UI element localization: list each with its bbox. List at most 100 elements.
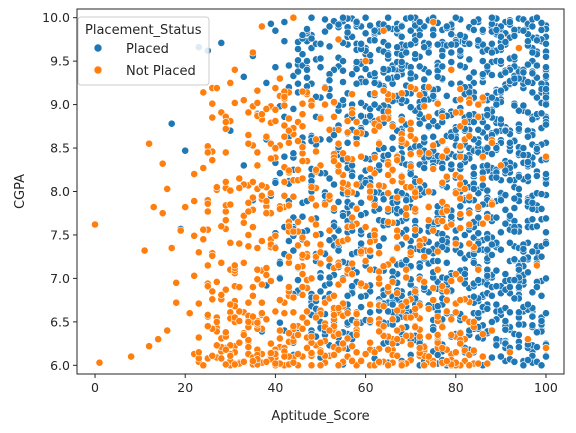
point-not-placed [443,308,450,315]
point-not-placed [425,305,432,312]
point-placed [272,179,279,186]
point-placed [335,198,342,205]
point-placed [362,118,369,125]
point-not-placed [254,87,261,94]
point-not-placed [385,108,392,115]
point-placed [529,216,536,223]
point-not-placed [353,349,360,356]
point-not-placed [425,188,432,195]
point-placed [533,145,540,152]
point-not-placed [533,262,540,269]
point-not-placed [272,308,279,315]
point-placed [317,288,324,295]
point-not-placed [403,211,410,218]
point-not-placed [385,205,392,212]
point-not-placed [403,332,410,339]
point-placed [358,293,365,300]
point-placed [506,309,513,316]
point-placed [398,23,405,30]
point-placed [533,62,540,69]
point-not-placed [430,284,437,291]
point-not-placed [407,249,414,256]
point-not-placed [240,331,247,338]
point-placed [475,230,482,237]
point-placed [466,40,473,47]
point-not-placed [245,243,252,250]
point-placed [326,43,333,50]
point-not-placed [186,310,193,317]
point-placed [542,275,549,282]
point-not-placed [285,115,292,122]
legend-marker [94,44,102,52]
point-not-placed [439,153,446,160]
point-placed [506,177,513,184]
point-not-placed [209,288,216,295]
point-not-placed [389,123,396,130]
point-placed [502,271,509,278]
point-placed [434,257,441,264]
point-placed [326,77,333,84]
point-placed [524,61,531,68]
point-not-placed [209,114,216,121]
point-not-placed [285,202,292,209]
point-not-placed [448,66,455,73]
point-not-placed [146,343,153,350]
point-not-placed [407,132,414,139]
point-not-placed [281,102,288,109]
point-not-placed [416,178,423,185]
point-not-placed [218,291,225,298]
point-not-placed [376,123,383,130]
point-placed [276,319,283,326]
point-not-placed [236,339,243,346]
point-not-placed [371,90,378,97]
point-not-placed [407,119,414,126]
point-not-placed [195,300,202,307]
point-placed [344,139,351,146]
point-placed [317,274,324,281]
point-not-placed [294,218,301,225]
point-placed [533,329,540,336]
point-placed [218,39,225,46]
point-not-placed [425,150,432,157]
point-placed [488,318,495,325]
point-not-placed [394,233,401,240]
point-placed [385,75,392,82]
point-not-placed [141,247,148,254]
point-not-placed [263,133,270,140]
point-not-placed [330,351,337,358]
point-not-placed [358,248,365,255]
point-not-placed [164,327,171,334]
point-placed [371,37,378,44]
point-placed [371,27,378,34]
point-not-placed [448,331,455,338]
point-not-placed [335,304,342,311]
point-not-placed [457,211,464,218]
point-placed [326,237,333,244]
point-not-placed [249,284,256,291]
point-not-placed [367,188,374,195]
point-not-placed [394,290,401,297]
point-not-placed [263,316,270,323]
point-not-placed [299,175,306,182]
point-placed [430,92,437,99]
point-not-placed [91,221,98,228]
point-not-placed [344,310,351,317]
point-not-placed [394,157,401,164]
point-not-placed [466,221,473,228]
point-not-placed [416,344,423,351]
point-placed [425,69,432,76]
point-placed [493,283,500,290]
point-placed [353,80,360,87]
point-placed [272,64,279,71]
point-placed [475,126,482,133]
point-not-placed [155,336,162,343]
point-placed [493,214,500,221]
point-not-placed [254,162,261,169]
point-placed [394,73,401,80]
point-not-placed [457,340,464,347]
point-not-placed [308,184,315,191]
point-not-placed [335,330,342,337]
point-placed [470,18,477,25]
point-not-placed [452,190,459,197]
point-placed [484,111,491,118]
